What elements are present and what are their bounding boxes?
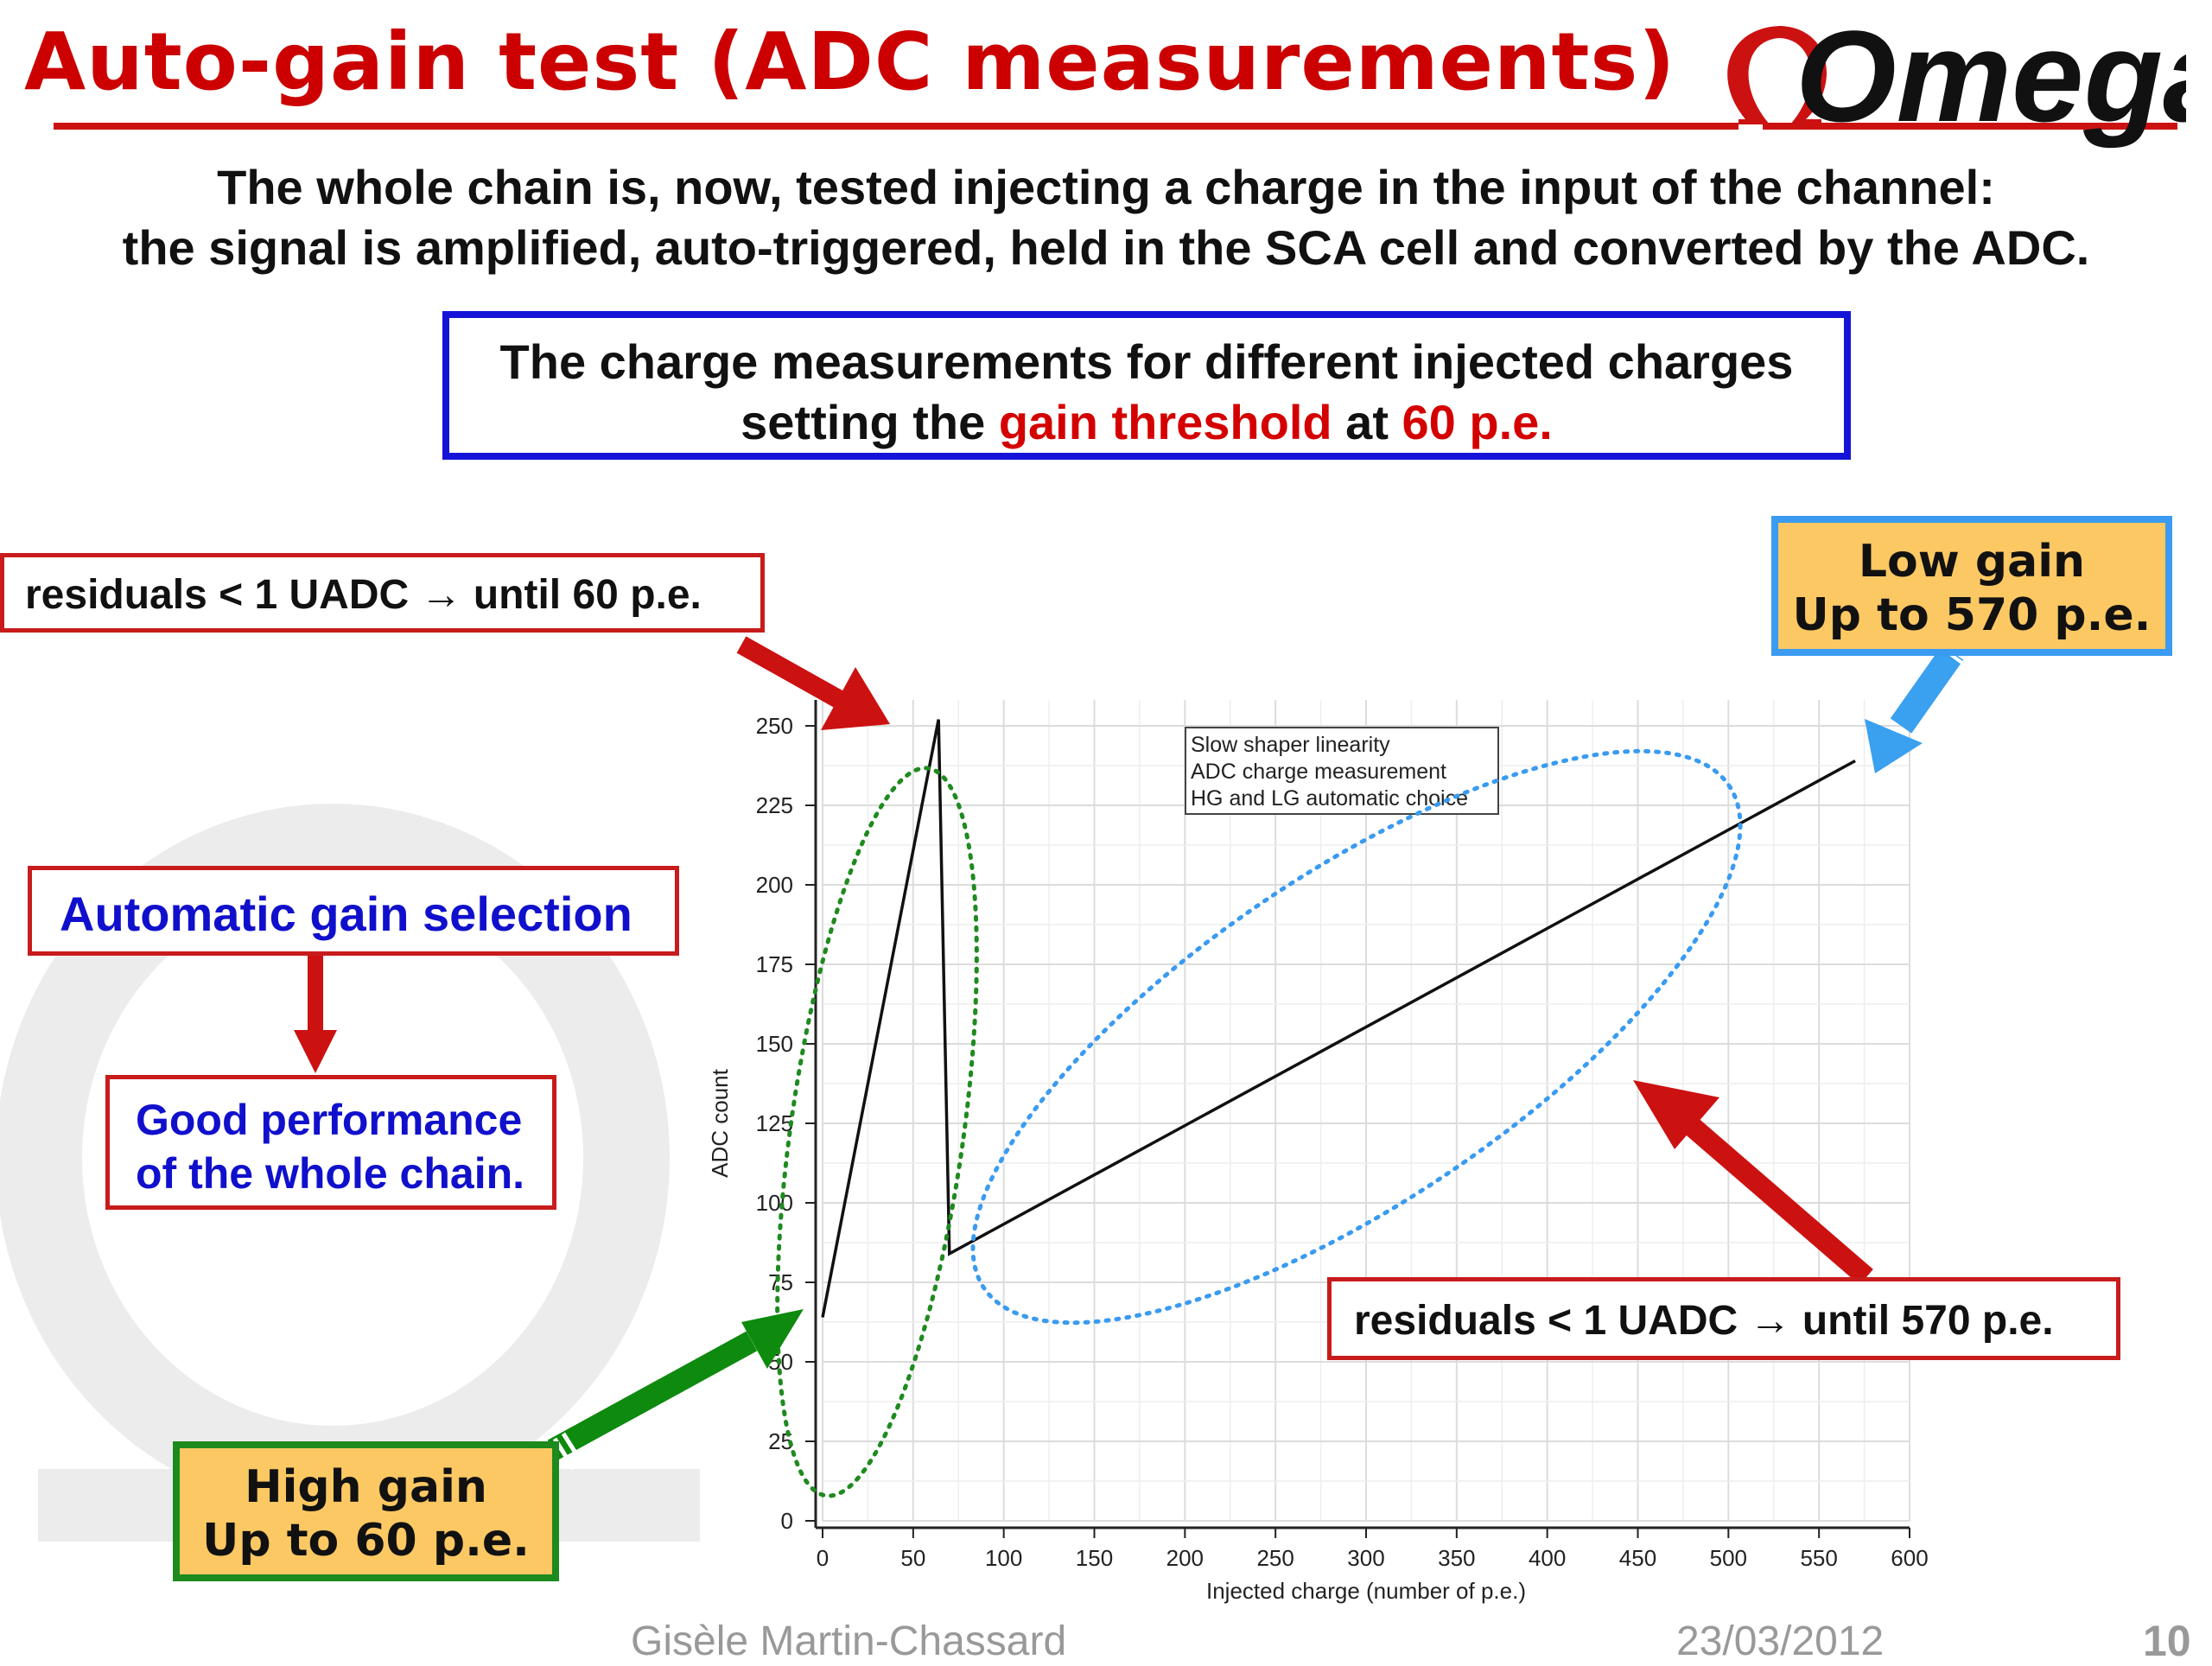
x-tick-label: 100 — [985, 1545, 1022, 1571]
x-tick-label: 0 — [817, 1545, 829, 1571]
highlight-mid: at — [1332, 395, 1402, 449]
high-gain-title: High gain — [245, 1461, 487, 1513]
residuals-low-callout: residuals < 1 UADC → until 60 p.e. — [0, 553, 765, 633]
y-tick-label: 125 — [756, 1110, 793, 1136]
down-arrow-icon — [294, 956, 337, 1073]
x-tick-label: 400 — [1529, 1545, 1566, 1571]
x-tick-label: 600 — [1891, 1545, 1928, 1571]
low-gain-box: Low gain Up to 570 p.e. — [1771, 516, 2172, 656]
title-underline — [54, 123, 1738, 130]
x-tick-label: 150 — [1076, 1545, 1113, 1571]
green-arrow-to-hg — [547, 1309, 804, 1471]
threshold-value: 60 p.e. — [1402, 395, 1553, 449]
blue-arrow-to-lg — [1865, 645, 1965, 773]
y-tick-label: 250 — [756, 713, 793, 739]
good-perf-line-2: of the whole chain. — [136, 1149, 525, 1198]
y-tick-label: 175 — [756, 951, 793, 977]
x-tick-label: 300 — [1347, 1545, 1384, 1571]
title-underline-right — [1763, 123, 2177, 130]
legend-text: HG and LG automatic choice — [1191, 786, 1468, 811]
x-tick-label: 50 — [900, 1545, 925, 1571]
chart-axes — [814, 700, 1910, 1529]
data-series-line — [821, 719, 1856, 1318]
chart-legend: Slow shaper linearity ADC charge measurem… — [1185, 727, 1499, 815]
high-gain-box: High gain Up to 60 p.e. — [173, 1441, 559, 1581]
residuals-high-callout: residuals < 1 UADC → until 570 p.e. — [1327, 1277, 2120, 1360]
chart-series — [821, 719, 1856, 1318]
footer-author: Gisèle Martin-Chassard — [631, 1618, 1067, 1664]
highlight-line-1: The charge measurements for different in… — [499, 334, 1794, 389]
y-tick-label: 75 — [768, 1269, 793, 1295]
chart-grid — [822, 700, 1910, 1522]
auto-gain-callout: Automatic gain selection — [28, 866, 679, 956]
low-gain-region-ellipse — [970, 748, 1743, 1326]
page-number: 10 — [2143, 1617, 2191, 1665]
x-tick-label: 200 — [1166, 1545, 1204, 1571]
good-perf-line-1: Good performance — [136, 1096, 523, 1144]
high-gain-region-ellipse — [775, 766, 979, 1498]
y-tick-label: 200 — [756, 872, 793, 898]
logo-text: Omega — [1796, 17, 2186, 149]
y-tick-label: 0 — [781, 1508, 793, 1534]
red-arrow-to-lg — [1633, 1080, 1873, 1286]
low-gain-title: Low gain — [1858, 536, 2086, 588]
intro-line-1: The whole chain is, now, tested injectin… — [217, 160, 1995, 214]
good-performance-callout: Good performance of the whole chain. — [105, 1075, 556, 1210]
y-tick-label: 150 — [756, 1031, 793, 1057]
legend-text: Slow shaper linearity — [1191, 733, 1390, 757]
highlight-prefix: setting the — [741, 395, 999, 449]
footer-date: 23/03/2012 — [1676, 1618, 1885, 1664]
y-tick-label: 100 — [756, 1190, 793, 1216]
intro-text: The whole chain is, now, tested injectin… — [52, 157, 2160, 278]
y-tick-label: 225 — [756, 792, 793, 818]
chart-ticks: 0 50 100 150 200 250 300 350 400 450 500 550 6000255… — [756, 713, 1929, 1571]
legend-text: ADC charge measurement — [1191, 760, 1446, 784]
omega-logo: Omega — [1727, 17, 2186, 149]
page-title: Auto-gain test (ADC measurements) — [24, 16, 1676, 108]
y-axis-label: ADC count — [707, 1068, 733, 1177]
gain-threshold-text: gain threshold — [998, 395, 1332, 449]
intro-line-2: the signal is amplified, auto-triggered,… — [122, 220, 2090, 275]
highlight-box: The charge measurements for different in… — [442, 311, 1851, 460]
x-tick-label: 350 — [1438, 1545, 1475, 1571]
x-tick-label: 550 — [1800, 1545, 1837, 1571]
low-gain-range: Up to 570 p.e. — [1792, 589, 2152, 641]
x-tick-label: 450 — [1619, 1545, 1656, 1571]
highlight-line-2: setting the gain threshold at 60 p.e. — [449, 392, 1844, 453]
x-tick-label: 500 — [1710, 1545, 1747, 1571]
x-tick-label: 250 — [1256, 1545, 1294, 1571]
high-gain-range: Up to 60 p.e. — [202, 1515, 530, 1567]
x-axis-label: Injected charge (number of p.e.) — [1206, 1578, 1526, 1604]
red-arrow-to-hg — [736, 636, 890, 730]
